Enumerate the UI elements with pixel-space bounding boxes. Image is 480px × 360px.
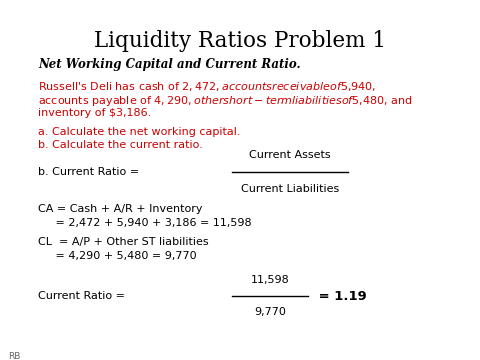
Text: inventory of $3,186.: inventory of $3,186.: [38, 108, 151, 118]
Text: Current Liabilities: Current Liabilities: [241, 184, 339, 194]
Text: CL  = A/P + Other ST liabilities: CL = A/P + Other ST liabilities: [38, 237, 209, 247]
Text: = 1.19: = 1.19: [314, 289, 367, 302]
Text: Current Assets: Current Assets: [249, 150, 331, 160]
Text: Russell's Deli has cash of $2,472, accounts receivable of $5,940,: Russell's Deli has cash of $2,472, accou…: [38, 80, 376, 93]
Text: CA = Cash + A/R + Inventory: CA = Cash + A/R + Inventory: [38, 204, 203, 214]
Text: Net Working Capital and Current Ratio.: Net Working Capital and Current Ratio.: [38, 58, 300, 71]
Text: Current Ratio =: Current Ratio =: [38, 291, 129, 301]
Text: = 4,290 + 5,480 = 9,770: = 4,290 + 5,480 = 9,770: [38, 251, 197, 261]
Text: RB: RB: [8, 352, 20, 360]
Text: a. Calculate the net working capital.: a. Calculate the net working capital.: [38, 127, 240, 137]
Text: b. Calculate the current ratio.: b. Calculate the current ratio.: [38, 140, 203, 150]
Text: 11,598: 11,598: [251, 275, 289, 285]
Text: Liquidity Ratios Problem 1: Liquidity Ratios Problem 1: [94, 30, 386, 52]
Text: 9,770: 9,770: [254, 307, 286, 317]
Text: accounts payable of $4,290, other short-term liabilities of $5,480, and: accounts payable of $4,290, other short-…: [38, 94, 413, 108]
Text: b. Current Ratio =: b. Current Ratio =: [38, 167, 143, 177]
Text: = 2,472 + 5,940 + 3,186 = 11,598: = 2,472 + 5,940 + 3,186 = 11,598: [38, 218, 252, 228]
